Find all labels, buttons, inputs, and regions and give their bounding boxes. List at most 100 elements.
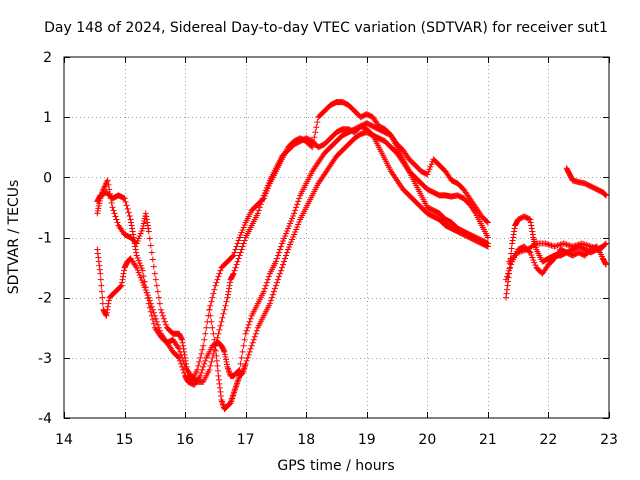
data-point [155, 294, 162, 301]
data-point [309, 144, 316, 151]
data-point [113, 216, 120, 223]
data-point [143, 216, 150, 223]
data-point [178, 351, 185, 358]
x-tick-label: 20 [418, 432, 436, 448]
data-point [135, 235, 142, 242]
data-point [314, 119, 321, 126]
data-point [483, 243, 490, 250]
data-point [240, 342, 247, 349]
data-point [287, 241, 294, 248]
data-point [180, 342, 187, 349]
data-point [284, 249, 291, 256]
data-point [103, 312, 110, 319]
data-point [424, 171, 431, 178]
data-point [154, 288, 161, 295]
data-point [210, 290, 217, 297]
data-point [105, 181, 112, 188]
data-point [270, 288, 277, 295]
data-point [510, 231, 517, 238]
data-point [161, 318, 168, 325]
data-point [142, 284, 149, 291]
data-point [245, 351, 252, 358]
data-point [95, 205, 102, 212]
x-tick-label: 19 [358, 432, 376, 448]
data-point [99, 294, 106, 301]
y-tick-label: 1 [43, 110, 52, 126]
data-point [215, 372, 222, 379]
y-axis-label: SDTVAR / TECUs [6, 180, 22, 295]
data-point [138, 227, 145, 234]
data-point [141, 284, 148, 291]
data-point [313, 124, 320, 131]
data-point [288, 239, 295, 246]
data-point [286, 222, 293, 229]
data-point [249, 339, 256, 346]
data-point [111, 210, 118, 217]
data-point [508, 261, 515, 268]
data-point [233, 261, 240, 268]
data-point [209, 294, 216, 301]
data-point [143, 289, 150, 296]
data-point [272, 258, 279, 265]
data-point [215, 273, 222, 280]
data-point [158, 309, 165, 316]
data-point [126, 212, 133, 219]
data-point [269, 291, 276, 298]
data-point [503, 294, 510, 301]
data-point [216, 384, 223, 391]
data-point [109, 204, 116, 211]
data-point [217, 322, 224, 329]
data-point [282, 232, 289, 239]
data-point [252, 330, 259, 337]
data-point [503, 276, 510, 283]
data-point [220, 310, 227, 317]
data-point [221, 306, 228, 313]
data-point [219, 314, 226, 321]
data-point [237, 231, 244, 238]
data-point [308, 143, 315, 150]
data-point [529, 231, 536, 238]
data-point [129, 225, 136, 232]
data-point [114, 219, 121, 226]
data-point [215, 330, 222, 337]
data-point [213, 352, 220, 359]
data-point [121, 195, 128, 202]
data-point [200, 363, 207, 370]
data-point [133, 264, 140, 271]
data-point [504, 273, 511, 280]
data-point [244, 324, 251, 331]
data-point [527, 216, 534, 223]
data-point [207, 362, 214, 369]
data-point [180, 357, 187, 364]
data-point [227, 279, 234, 286]
data-point [226, 282, 233, 289]
data-point [134, 238, 141, 245]
data-point [150, 263, 157, 270]
data-point [121, 267, 128, 274]
data-point [267, 297, 274, 304]
data-point [225, 291, 232, 298]
data-point [532, 262, 539, 269]
data-point [285, 225, 292, 232]
data-point [152, 315, 159, 322]
data-point [134, 267, 141, 274]
data-point [251, 333, 258, 340]
data-point [281, 258, 288, 265]
data-point [178, 335, 185, 342]
data-point [260, 192, 267, 199]
data-point [120, 273, 127, 280]
data-point [99, 300, 106, 307]
data-point [128, 222, 135, 229]
data-point [140, 273, 147, 280]
data-point [238, 229, 245, 236]
data-point [145, 294, 152, 301]
x-tick-label: 23 [600, 432, 618, 448]
data-point [509, 237, 516, 244]
data-point [142, 212, 149, 219]
data-point [508, 245, 515, 252]
data-point [149, 256, 156, 263]
data-point [262, 187, 269, 194]
data-point [95, 254, 102, 261]
x-tick-label: 17 [237, 432, 255, 448]
data-point [146, 235, 153, 242]
